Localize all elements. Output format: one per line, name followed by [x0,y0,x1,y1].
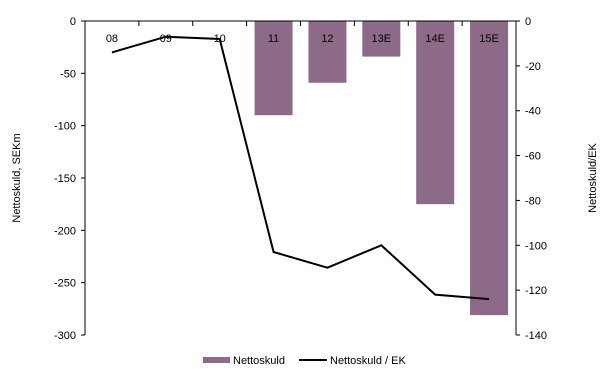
line-layer [111,35,490,301]
left-tick-label: -150 [54,173,76,185]
right-axis-title: Nettoskuld/EK [587,142,599,212]
category-label-08: 08 [106,33,118,45]
category-label-12: 12 [321,33,333,45]
right-tick-label: -140 [525,330,547,342]
left-axis-title: Nettoskuld, SEKm [11,133,23,222]
bar-12 [308,21,347,83]
left-tick-label: -250 [54,278,76,290]
right-tick-label: -20 [525,61,541,73]
bar-15E [470,21,509,316]
right-tick-label: 0 [525,16,531,28]
left-tick-label: -50 [60,68,76,80]
left-tick-label: -200 [54,225,76,237]
left-tick-label: -300 [54,330,76,342]
category-label-11: 11 [268,33,279,45]
category-label-13E: 13E [372,33,392,45]
bars-layer [254,21,509,316]
bar-14E [416,21,455,205]
right-tick-label: -40 [525,106,541,118]
legend-label-bar: Nettoskuld [233,355,285,367]
category-label-14E: 14E [425,33,445,45]
labels-layer: 08 09 10 11 12 13E 14E 15E [106,33,499,45]
right-tick-label: -60 [525,151,541,163]
right-tick-label: -120 [525,285,547,297]
right-tick-label: -80 [525,195,541,207]
bar-11 [254,21,293,116]
bar-13E [362,21,401,57]
left-tick-label: -100 [54,121,76,133]
right-tick-label: -100 [525,240,547,252]
category-label-10: 10 [214,33,226,45]
legend-label-line: Nettoskuld / EK [330,355,406,367]
category-label-15E: 15E [479,33,499,45]
legend-swatch-bar [203,357,230,363]
legend: Nettoskuld Nettoskuld / EK [203,355,406,367]
category-label-09: 09 [160,33,172,45]
line-nettoskuld-ek [111,35,490,301]
left-tick-label: 0 [70,16,76,28]
ticks-layer: 0 -50 -100 -150 -200 -250 -300 0 -20 -40 -60 -80 -10… [54,16,547,342]
